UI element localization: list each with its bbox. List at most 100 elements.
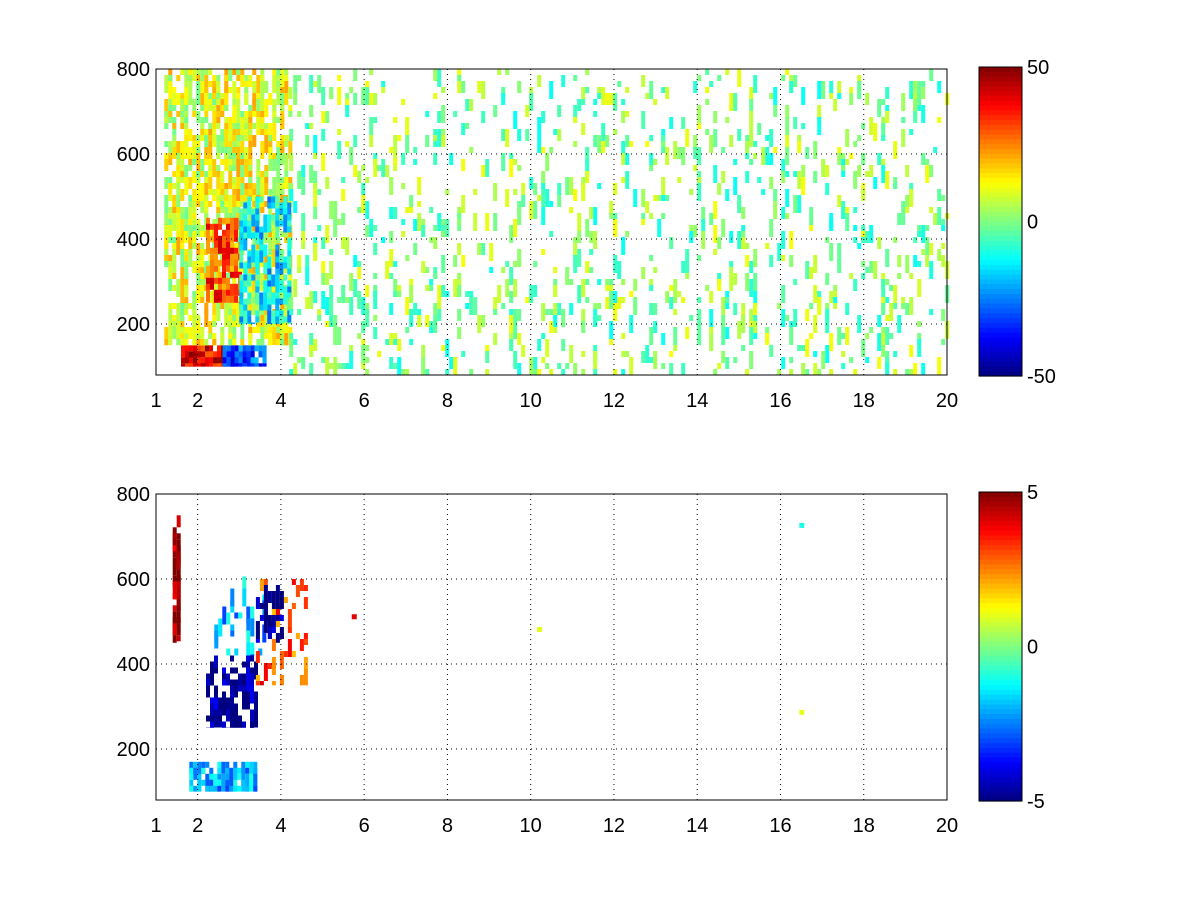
heatmap-cell bbox=[232, 123, 237, 129]
heatmap-cell bbox=[236, 297, 241, 309]
heatmap-cell bbox=[260, 327, 265, 345]
heatmap-cell bbox=[549, 321, 554, 333]
heatmap-cell bbox=[801, 165, 806, 183]
heatmap-cell bbox=[545, 339, 550, 357]
heatmap-cell bbox=[809, 333, 814, 339]
heatmap-cell bbox=[256, 75, 261, 93]
colorbar-segment bbox=[979, 226, 1022, 232]
heatmap-cell bbox=[721, 327, 726, 345]
colorbar-segment bbox=[979, 153, 1022, 160]
heatmap-cell bbox=[214, 253, 218, 266]
heatmap-cell bbox=[222, 235, 226, 248]
heatmap-cell bbox=[250, 709, 254, 728]
heatmap-cell bbox=[313, 135, 318, 153]
heatmap-cell bbox=[729, 273, 734, 291]
heatmap-cell bbox=[509, 267, 514, 285]
heatmap-cell bbox=[244, 189, 249, 195]
heatmap-cell bbox=[669, 237, 674, 249]
heatmap-cell bbox=[621, 351, 626, 357]
heatmap-cell bbox=[309, 75, 314, 93]
heatmap-cell bbox=[357, 261, 362, 267]
heatmap-cell bbox=[250, 673, 254, 686]
heatmap-cell bbox=[333, 315, 338, 327]
heatmap-cell bbox=[825, 273, 830, 285]
heatmap-cell bbox=[581, 123, 586, 135]
heatmap-cell bbox=[217, 785, 222, 792]
heatmap-cell bbox=[593, 135, 598, 147]
heatmap-cell bbox=[873, 177, 878, 189]
heatmap-cell bbox=[168, 333, 173, 345]
heatmap-cell bbox=[885, 87, 890, 99]
heatmap-cell bbox=[889, 333, 894, 339]
heatmap-cell bbox=[641, 219, 646, 225]
heatmap-cell bbox=[252, 123, 257, 129]
heatmap-cell bbox=[769, 345, 774, 357]
heatmap-cell bbox=[264, 171, 269, 177]
heatmap-cell bbox=[280, 291, 285, 297]
heatmap-cell bbox=[184, 231, 189, 243]
heatmap-cell bbox=[234, 721, 238, 728]
heatmap-cell bbox=[533, 369, 538, 375]
heatmap-cell bbox=[477, 315, 482, 333]
heatmap-cell bbox=[184, 249, 189, 255]
heatmap-cell bbox=[262, 624, 267, 643]
heatmap-cell bbox=[705, 285, 710, 291]
heatmap-cell bbox=[236, 159, 241, 177]
colorbar-segment bbox=[979, 627, 1022, 633]
heatmap-cell bbox=[283, 214, 288, 233]
heatmap-cell bbox=[172, 243, 177, 249]
heatmap-cell bbox=[549, 231, 554, 237]
heatmap-cell bbox=[921, 225, 926, 243]
heatmap-cell bbox=[230, 271, 234, 278]
heatmap-cell bbox=[180, 231, 185, 243]
heatmap-cell bbox=[605, 279, 610, 285]
colorbar-segment bbox=[979, 511, 1022, 517]
heatmap-cell bbox=[877, 99, 882, 105]
heatmap-cell bbox=[353, 69, 358, 81]
heatmap-cell bbox=[180, 141, 185, 159]
heatmap-cell bbox=[553, 303, 558, 321]
heatmap-cell bbox=[325, 273, 330, 285]
axes-frame-bottom bbox=[155, 493, 948, 801]
heatmap-cell bbox=[829, 291, 834, 303]
heatmap-cell bbox=[905, 303, 910, 315]
heatmap-cell bbox=[188, 75, 193, 81]
heatmap-cell bbox=[297, 357, 302, 363]
colorbar-segment bbox=[979, 559, 1022, 566]
heatmap-cell bbox=[477, 243, 482, 255]
heatmap-cell bbox=[293, 279, 298, 297]
heatmap-cell bbox=[188, 201, 193, 207]
heatmap-cell bbox=[769, 177, 774, 189]
heatmap-cell bbox=[228, 87, 233, 93]
heatmap-cell bbox=[905, 165, 910, 177]
heatmap-cell bbox=[369, 69, 374, 75]
heatmap-cell bbox=[192, 69, 197, 81]
heatmap-cell bbox=[529, 93, 534, 111]
heatmap-cell bbox=[617, 81, 622, 87]
heatmap-cell bbox=[240, 177, 245, 183]
heatmap-cell bbox=[757, 123, 762, 135]
colorbar-segment bbox=[979, 781, 1022, 788]
heatmap-cell bbox=[673, 327, 678, 333]
heatmap-cell bbox=[317, 315, 322, 321]
heatmap-cell bbox=[263, 262, 268, 275]
colorbar-segment bbox=[979, 245, 1022, 252]
colorbar-segment bbox=[979, 178, 1022, 184]
heatmap-cell bbox=[337, 129, 342, 135]
heatmap-cell bbox=[357, 171, 362, 183]
heatmap-cell bbox=[789, 255, 794, 267]
heatmap-cell bbox=[925, 237, 930, 255]
heatmap-cell bbox=[252, 111, 257, 117]
heatmap-cell bbox=[353, 93, 358, 105]
heatmap-cell bbox=[301, 243, 306, 249]
heatmap-cell bbox=[248, 147, 253, 153]
heatmap-cell bbox=[234, 357, 239, 367]
heatmap-cell bbox=[180, 333, 185, 339]
heatmap-cell bbox=[210, 277, 214, 290]
colorbar-segment bbox=[979, 207, 1022, 213]
heatmap-cell bbox=[941, 309, 946, 321]
heatmap-cell bbox=[246, 618, 251, 631]
heatmap-cell bbox=[597, 303, 602, 309]
heatmap-cell bbox=[865, 231, 870, 243]
heatmap-cell bbox=[220, 333, 225, 345]
